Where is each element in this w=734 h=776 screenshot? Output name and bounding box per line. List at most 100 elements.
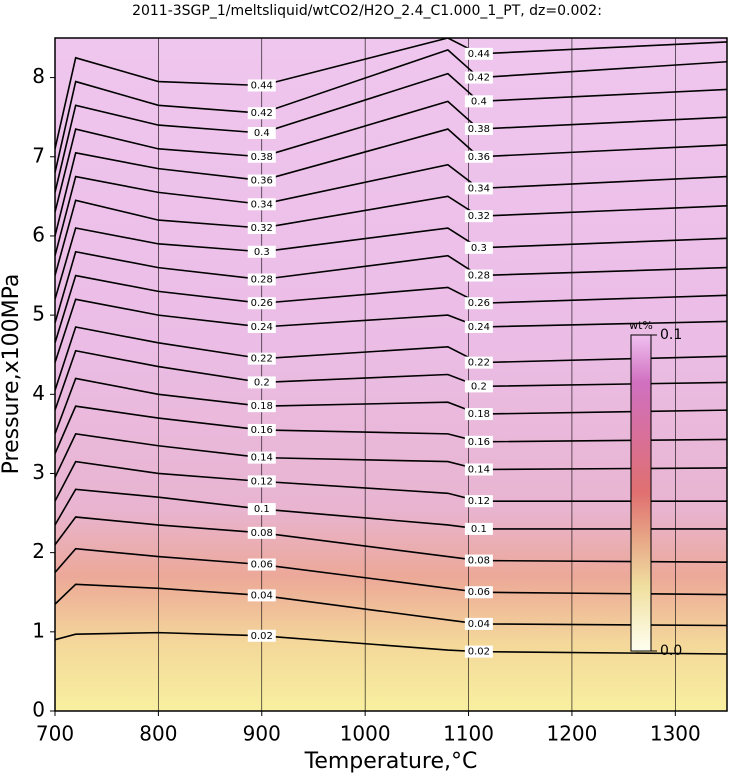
contour-label-text: 0.32 xyxy=(251,223,273,234)
chart-title: 2011-3SGP_1/meltsliquid/wtCO2/H2O_2.4_C1… xyxy=(132,3,602,19)
contour-label-box xyxy=(247,503,276,516)
y-axis-label: Pressure,x100MPa xyxy=(0,274,24,475)
contour-label-box xyxy=(464,408,493,421)
contour-label-text: 0.36 xyxy=(251,176,273,187)
contour-label-box xyxy=(464,210,493,223)
contour-label-box xyxy=(247,150,276,163)
contour-label: 0.18 xyxy=(464,408,493,421)
contour-label: 0.3 xyxy=(247,245,276,258)
contour-label: 0.02 xyxy=(247,629,276,642)
contour-label-text: 0.18 xyxy=(468,409,490,420)
contour-label-text: 0.34 xyxy=(468,183,490,194)
x-axis-label: Temperature,°C xyxy=(304,749,478,774)
contour-label: 0.28 xyxy=(464,269,493,282)
contour-label-box xyxy=(464,320,493,333)
contour-label: 0.32 xyxy=(464,210,493,223)
contour-label-text: 0.2 xyxy=(254,377,270,388)
contour-label-text: 0.36 xyxy=(468,152,490,163)
contour-label-text: 0.26 xyxy=(468,298,490,309)
x-tick-label: 900 xyxy=(243,722,281,746)
x-tick-label: 1200 xyxy=(546,722,597,746)
contour-label-text: 0.12 xyxy=(468,496,490,507)
plot-area: 0.02 0.02 0.04 0.04 0.06 0.06 0.08 0.08 0.1 0.1 0.… xyxy=(55,38,727,711)
contour-label: 0.12 xyxy=(247,475,276,488)
contour-label-text: 0.26 xyxy=(251,298,273,309)
contour-label-text: 0.02 xyxy=(468,647,490,658)
contour-label-text: 0.04 xyxy=(251,590,273,601)
contour-label-box xyxy=(247,174,276,187)
contour-label-text: 0.4 xyxy=(254,128,270,139)
contour-label-box xyxy=(247,629,276,642)
contour-label: 0.06 xyxy=(247,558,276,571)
contour-label-text: 0.22 xyxy=(468,358,490,369)
contour-label: 0.26 xyxy=(464,297,493,310)
contour-label: 0.24 xyxy=(247,320,276,333)
contour-label-box xyxy=(464,495,493,508)
contour-label-box xyxy=(464,463,493,476)
contour-label: 0.12 xyxy=(464,495,493,508)
contour-label: 0.28 xyxy=(247,273,276,286)
contour-label: 0.14 xyxy=(464,463,493,476)
contour-label-box xyxy=(247,245,276,258)
contour-label: 0.16 xyxy=(247,423,276,436)
plot-frame xyxy=(54,37,728,712)
contour-label: 0.38 xyxy=(247,150,276,163)
contour-label: 0.14 xyxy=(247,451,276,464)
contour-label-box xyxy=(247,423,276,436)
contour-label-box xyxy=(464,586,493,599)
contour-label-text: 0.1 xyxy=(471,524,487,535)
contour-label-text: 0.12 xyxy=(251,476,273,487)
contour-label: 0.34 xyxy=(247,198,276,211)
x-tick-label: 800 xyxy=(139,722,177,746)
contour-label-box xyxy=(464,297,493,310)
contour-label-box xyxy=(247,198,276,211)
contour-label-text: 0.16 xyxy=(251,425,273,436)
colorbar xyxy=(630,334,652,652)
contour-label-box xyxy=(247,376,276,389)
contour-label-box xyxy=(464,645,493,658)
contour-label-text: 0.08 xyxy=(468,556,490,567)
contour-label: 0.2 xyxy=(247,376,276,389)
colorbar-label: wt% xyxy=(629,319,653,332)
contour-label-text: 0.44 xyxy=(468,49,490,60)
contour-label-text: 0.3 xyxy=(471,243,487,254)
contour-label-text: 0.34 xyxy=(251,199,273,210)
x-tick-label: 1100 xyxy=(443,722,494,746)
contour-label: 0.26 xyxy=(247,297,276,310)
contour-label-box xyxy=(247,107,276,120)
contour-label-text: 0.28 xyxy=(251,274,273,285)
contour-label-text: 0.38 xyxy=(251,152,273,163)
contour-label-box xyxy=(247,526,276,539)
contour-label-box xyxy=(464,356,493,369)
contour-label-text: 0.08 xyxy=(251,528,273,539)
contour-label-box xyxy=(464,47,493,60)
contour-label: 0.24 xyxy=(464,320,493,333)
colorbar-tick-label: 0.0 xyxy=(660,643,682,659)
contour-label-text: 0.42 xyxy=(251,108,273,119)
contour-label-box xyxy=(464,435,493,448)
y-tick-label: 5 xyxy=(32,302,45,326)
contour-label: 0.2 xyxy=(464,380,493,393)
contour-label-box xyxy=(247,297,276,310)
y-tick-label: 3 xyxy=(32,460,45,484)
contour-label: 0.1 xyxy=(247,503,276,516)
contour-label: 0.32 xyxy=(247,222,276,235)
contour-label-box xyxy=(464,522,493,535)
y-tick-label: 8 xyxy=(32,64,45,88)
contour-label-text: 0.4 xyxy=(471,96,487,107)
contour-label: 0.42 xyxy=(247,107,276,120)
contour-label-box xyxy=(247,79,276,92)
plot-background xyxy=(55,38,727,711)
contour-label-text: 0.28 xyxy=(468,271,490,282)
contour-label-box xyxy=(464,269,493,282)
contour-label-box xyxy=(464,617,493,630)
contour-label-box xyxy=(247,451,276,464)
contour-label-text: 0.16 xyxy=(468,437,490,448)
contour-label-box xyxy=(247,589,276,602)
contour-label: 0.4 xyxy=(247,127,276,140)
contour-label-text: 0.24 xyxy=(251,322,273,333)
contour-label: 0.22 xyxy=(464,356,493,369)
contour-label-text: 0.3 xyxy=(254,247,270,258)
contour-label: 0.36 xyxy=(247,174,276,187)
